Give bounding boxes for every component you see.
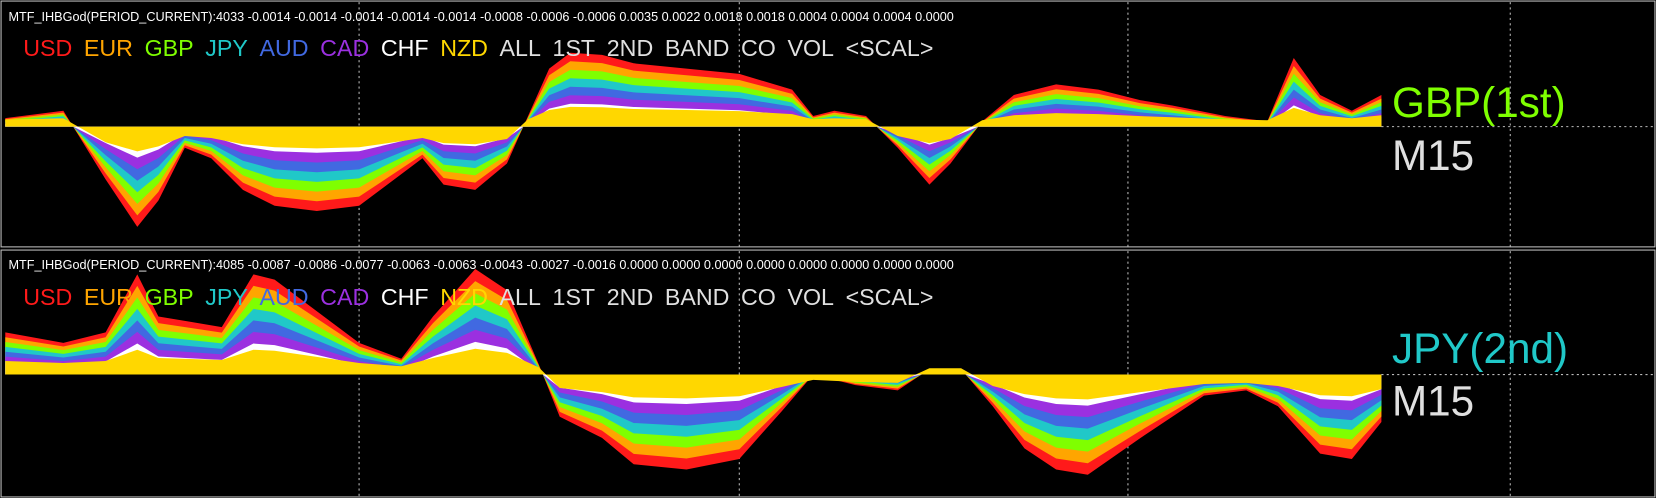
legend-item: CHF	[381, 284, 429, 310]
pair-label: JPY(2nd)	[1392, 325, 1568, 372]
timeframe-label: M15	[1392, 132, 1474, 179]
legend-item: 2ND	[607, 35, 653, 61]
legend-item: BAND	[665, 35, 730, 61]
legend-item: NZD	[440, 284, 488, 310]
legend-item: GBP	[145, 35, 194, 61]
legend-item: AUD	[260, 35, 309, 61]
indicator-band	[5, 348, 1382, 400]
legend-item: USD	[23, 284, 72, 310]
legend-item: JPY	[205, 284, 248, 310]
legend-item: GBP	[145, 284, 194, 310]
legend-item: 1ST	[553, 284, 596, 310]
legend-item: CO	[741, 284, 776, 310]
panel-header: MTF_IHBGod(PERIOD_CURRENT):4033 -0.0014 …	[8, 10, 953, 24]
legend-item: NZD	[440, 35, 488, 61]
legend-item: AUD	[260, 284, 309, 310]
legend-item: ALL	[500, 284, 541, 310]
indicator-area	[5, 52, 1382, 475]
panel-header: MTF_IHBGod(PERIOD_CURRENT):4085 -0.0087 …	[8, 258, 953, 272]
legend-item: BAND	[665, 284, 730, 310]
legend-item: EUR	[84, 284, 133, 310]
legend-item: EUR	[84, 35, 133, 61]
panel-border	[0, 249, 1656, 498]
legend-item: <SCAL>	[846, 35, 934, 61]
legend-item: ALL	[500, 35, 541, 61]
legend-item: CO	[741, 35, 776, 61]
legend-item: 1ST	[553, 35, 596, 61]
legend-item: USD	[23, 35, 72, 61]
legend-item: CAD	[320, 284, 369, 310]
legend-item: JPY	[205, 35, 248, 61]
legend-item: <SCAL>	[846, 284, 934, 310]
panel-border	[0, 0, 1656, 248]
legend-item: VOL	[787, 284, 834, 310]
legend-item: 2ND	[607, 284, 653, 310]
timeframe-label: M15	[1392, 378, 1474, 425]
pair-label: GBP(1st)	[1392, 79, 1566, 126]
legend-item: CHF	[381, 35, 429, 61]
legend-item: CAD	[320, 35, 369, 61]
legend-item: VOL	[787, 35, 834, 61]
indicator-band	[5, 106, 1382, 152]
